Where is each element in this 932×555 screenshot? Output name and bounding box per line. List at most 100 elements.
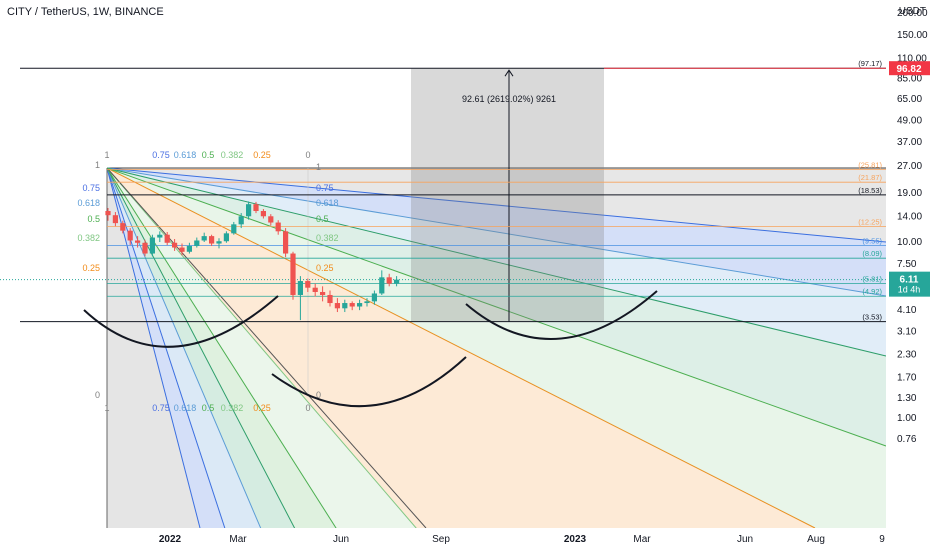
price-badge-value: 6.11 xyxy=(900,275,919,286)
fib-label-9: (3.53) xyxy=(862,313,882,322)
fib-label-5: (9.55) xyxy=(862,237,882,246)
candle-body-10[interactable] xyxy=(179,247,185,252)
cup-arc-2 xyxy=(271,356,467,408)
candle-body-19[interactable] xyxy=(246,204,252,217)
y-tick-20: 0.76 xyxy=(897,434,917,445)
y-tick-6: 49.00 xyxy=(897,116,922,127)
candle-body-22[interactable] xyxy=(268,216,274,223)
candle-body-4[interactable] xyxy=(135,240,141,243)
y-tick-8: 27.00 xyxy=(897,161,922,172)
y-tick-12: 7.50 xyxy=(897,259,917,270)
candle-body-39[interactable] xyxy=(394,279,400,284)
y-tick-18: 1.30 xyxy=(897,393,917,404)
chart-title: CITY / TetherUS, 1W, BINANCE xyxy=(7,6,164,18)
candle-body-28[interactable] xyxy=(312,287,318,292)
fan-label-top-2: 0.618 xyxy=(174,150,197,160)
candle-body-17[interactable] xyxy=(231,224,237,234)
x-tick-4: 2023 xyxy=(564,534,587,545)
candle-body-6[interactable] xyxy=(149,237,155,254)
candle-body-33[interactable] xyxy=(349,303,355,307)
fan-label-mid-1: 0.75 xyxy=(316,183,334,193)
x-tick-2: Jun xyxy=(333,534,349,545)
x-tick-5: Mar xyxy=(633,534,651,545)
x-tick-0: 2022 xyxy=(159,534,182,545)
y-tick-1: 200.00 xyxy=(897,8,928,19)
candle-body-26[interactable] xyxy=(297,281,303,295)
candle-body-29[interactable] xyxy=(320,291,326,295)
cup-arc-3 xyxy=(465,290,658,340)
x-tick-6: Jun xyxy=(737,534,753,545)
fan-label-bottom-2: 0.618 xyxy=(174,403,197,413)
fib-label-8: (4.92) xyxy=(862,287,882,296)
candle-body-30[interactable] xyxy=(327,294,333,304)
candle-body-25[interactable] xyxy=(290,253,296,295)
candle-body-2[interactable] xyxy=(120,223,126,231)
candle-body-24[interactable] xyxy=(283,231,289,254)
candle-body-20[interactable] xyxy=(253,204,259,212)
candle-body-16[interactable] xyxy=(223,233,229,242)
x-tick-8: 9 xyxy=(879,534,885,545)
fan-label-bottom-0: 1 xyxy=(104,403,109,413)
fan-label-mid-6: 0 xyxy=(316,390,321,400)
fan-line-bottom-5 xyxy=(106,167,351,551)
candle-body-32[interactable] xyxy=(342,303,348,309)
candle-body-8[interactable] xyxy=(164,234,170,243)
candle-body-31[interactable] xyxy=(334,303,340,309)
y-tick-16: 2.30 xyxy=(897,349,917,360)
fan-label-left-2: 0.618 xyxy=(77,198,100,208)
fan-line-bottom-4 xyxy=(106,167,307,551)
candle-body-38[interactable] xyxy=(386,277,392,284)
y-tick-10: 14.00 xyxy=(897,211,922,222)
candle-body-1[interactable] xyxy=(112,215,118,224)
candle-body-35[interactable] xyxy=(364,301,370,304)
currency-label: USDT xyxy=(898,6,926,17)
fan-label-left-6: 0 xyxy=(95,390,100,400)
fib-label-0: (97.17) xyxy=(858,59,882,68)
candle-body-13[interactable] xyxy=(201,236,207,241)
fan-label-mid-3: 0.5 xyxy=(316,214,329,224)
candle-body-5[interactable] xyxy=(142,242,148,254)
price-badge-timer: 1d 4h xyxy=(898,285,921,295)
candle-body-34[interactable] xyxy=(357,303,363,307)
fib-label-7: (5.81) xyxy=(862,275,882,284)
candle-body-21[interactable] xyxy=(260,211,266,217)
y-tick-5: 65.00 xyxy=(897,94,922,105)
fan-upper-line-1 xyxy=(106,167,887,297)
fan-label-bottom-5: 0.25 xyxy=(253,403,271,413)
time-axis-bg xyxy=(0,528,932,550)
fan-label-top-6: 0 xyxy=(305,150,310,160)
x-tick-7: Aug xyxy=(807,534,825,545)
candle-body-11[interactable] xyxy=(186,245,192,252)
candle-body-37[interactable] xyxy=(379,277,385,294)
fan-label-left-0: 1 xyxy=(95,160,100,170)
candle-body-27[interactable] xyxy=(305,281,311,288)
fan-label-mid-0: 1 xyxy=(316,162,321,172)
fan-label-mid-4: 0.382 xyxy=(316,233,339,243)
fan-upper-line-2 xyxy=(106,167,887,357)
candle-body-14[interactable] xyxy=(209,236,215,244)
candle-body-18[interactable] xyxy=(238,216,244,225)
fan-line-bottom-6 xyxy=(106,167,436,551)
fan-label-top-3: 0.5 xyxy=(202,150,215,160)
target-badge-value: 96.82 xyxy=(896,64,921,75)
y-tick-3: 110.00 xyxy=(897,54,927,65)
fan-label-bottom-1: 0.75 xyxy=(152,403,170,413)
candle-body-9[interactable] xyxy=(172,242,178,248)
measure-label: 92.61 (2619.02%) 9261 xyxy=(462,94,556,104)
fan-label-top-1: 0.75 xyxy=(152,150,170,160)
y-tick-14: 4.10 xyxy=(897,305,917,316)
y-tick-19: 1.00 xyxy=(897,413,917,424)
candle-body-7[interactable] xyxy=(157,234,163,238)
projection-arrowhead xyxy=(504,69,514,77)
fan-label-top-5: 0.25 xyxy=(253,150,271,160)
candle-body-15[interactable] xyxy=(216,241,222,244)
candle-body-23[interactable] xyxy=(275,222,281,232)
candle-body-3[interactable] xyxy=(127,230,133,241)
candle-body-0[interactable] xyxy=(105,211,111,216)
fan-upper-line-3 xyxy=(106,167,887,447)
candle-body-36[interactable] xyxy=(371,293,377,302)
candle-body-12[interactable] xyxy=(194,240,200,246)
fan-label-bottom-3: 0.5 xyxy=(202,403,215,413)
